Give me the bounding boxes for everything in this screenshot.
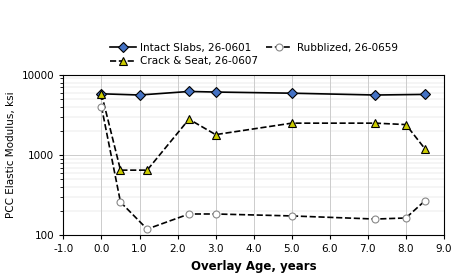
Line: Rubblized, 26-0659: Rubblized, 26-0659: [98, 103, 429, 233]
Crack & Seat, 26-0607: [373, 122, 378, 125]
Crack & Seat, 26-0607: [145, 168, 150, 172]
Y-axis label: PCC Elastic Modulus, ksi: PCC Elastic Modulus, ksi: [6, 92, 16, 219]
Rubblized, 26-0659: [213, 212, 218, 216]
X-axis label: Overlay Age, years: Overlay Age, years: [191, 260, 317, 273]
Rubblized, 26-0659: [99, 105, 104, 108]
Crack & Seat, 26-0607: [289, 122, 294, 125]
Crack & Seat, 26-0607: [403, 123, 409, 126]
Line: Intact Slabs, 26-0601: Intact Slabs, 26-0601: [98, 88, 429, 99]
Crack & Seat, 26-0607: [213, 133, 218, 136]
Intact Slabs, 26-0601: [422, 93, 428, 96]
Crack & Seat, 26-0607: [99, 92, 104, 96]
Intact Slabs, 26-0601: [186, 90, 192, 93]
Intact Slabs, 26-0601: [137, 93, 142, 97]
Rubblized, 26-0659: [422, 199, 428, 202]
Rubblized, 26-0659: [403, 216, 409, 220]
Rubblized, 26-0659: [186, 212, 192, 216]
Crack & Seat, 26-0607: [118, 168, 123, 172]
Crack & Seat, 26-0607: [422, 147, 428, 150]
Rubblized, 26-0659: [289, 214, 294, 218]
Legend: Intact Slabs, 26-0601, Crack & Seat, 26-0607, Rubblized, 26-0659: Intact Slabs, 26-0601, Crack & Seat, 26-…: [110, 43, 398, 66]
Intact Slabs, 26-0601: [99, 92, 104, 96]
Intact Slabs, 26-0601: [213, 90, 218, 94]
Rubblized, 26-0659: [373, 217, 378, 221]
Rubblized, 26-0659: [145, 227, 150, 231]
Intact Slabs, 26-0601: [373, 93, 378, 97]
Crack & Seat, 26-0607: [186, 117, 192, 121]
Rubblized, 26-0659: [118, 201, 123, 204]
Line: Crack & Seat, 26-0607: Crack & Seat, 26-0607: [97, 90, 429, 174]
Intact Slabs, 26-0601: [289, 91, 294, 95]
